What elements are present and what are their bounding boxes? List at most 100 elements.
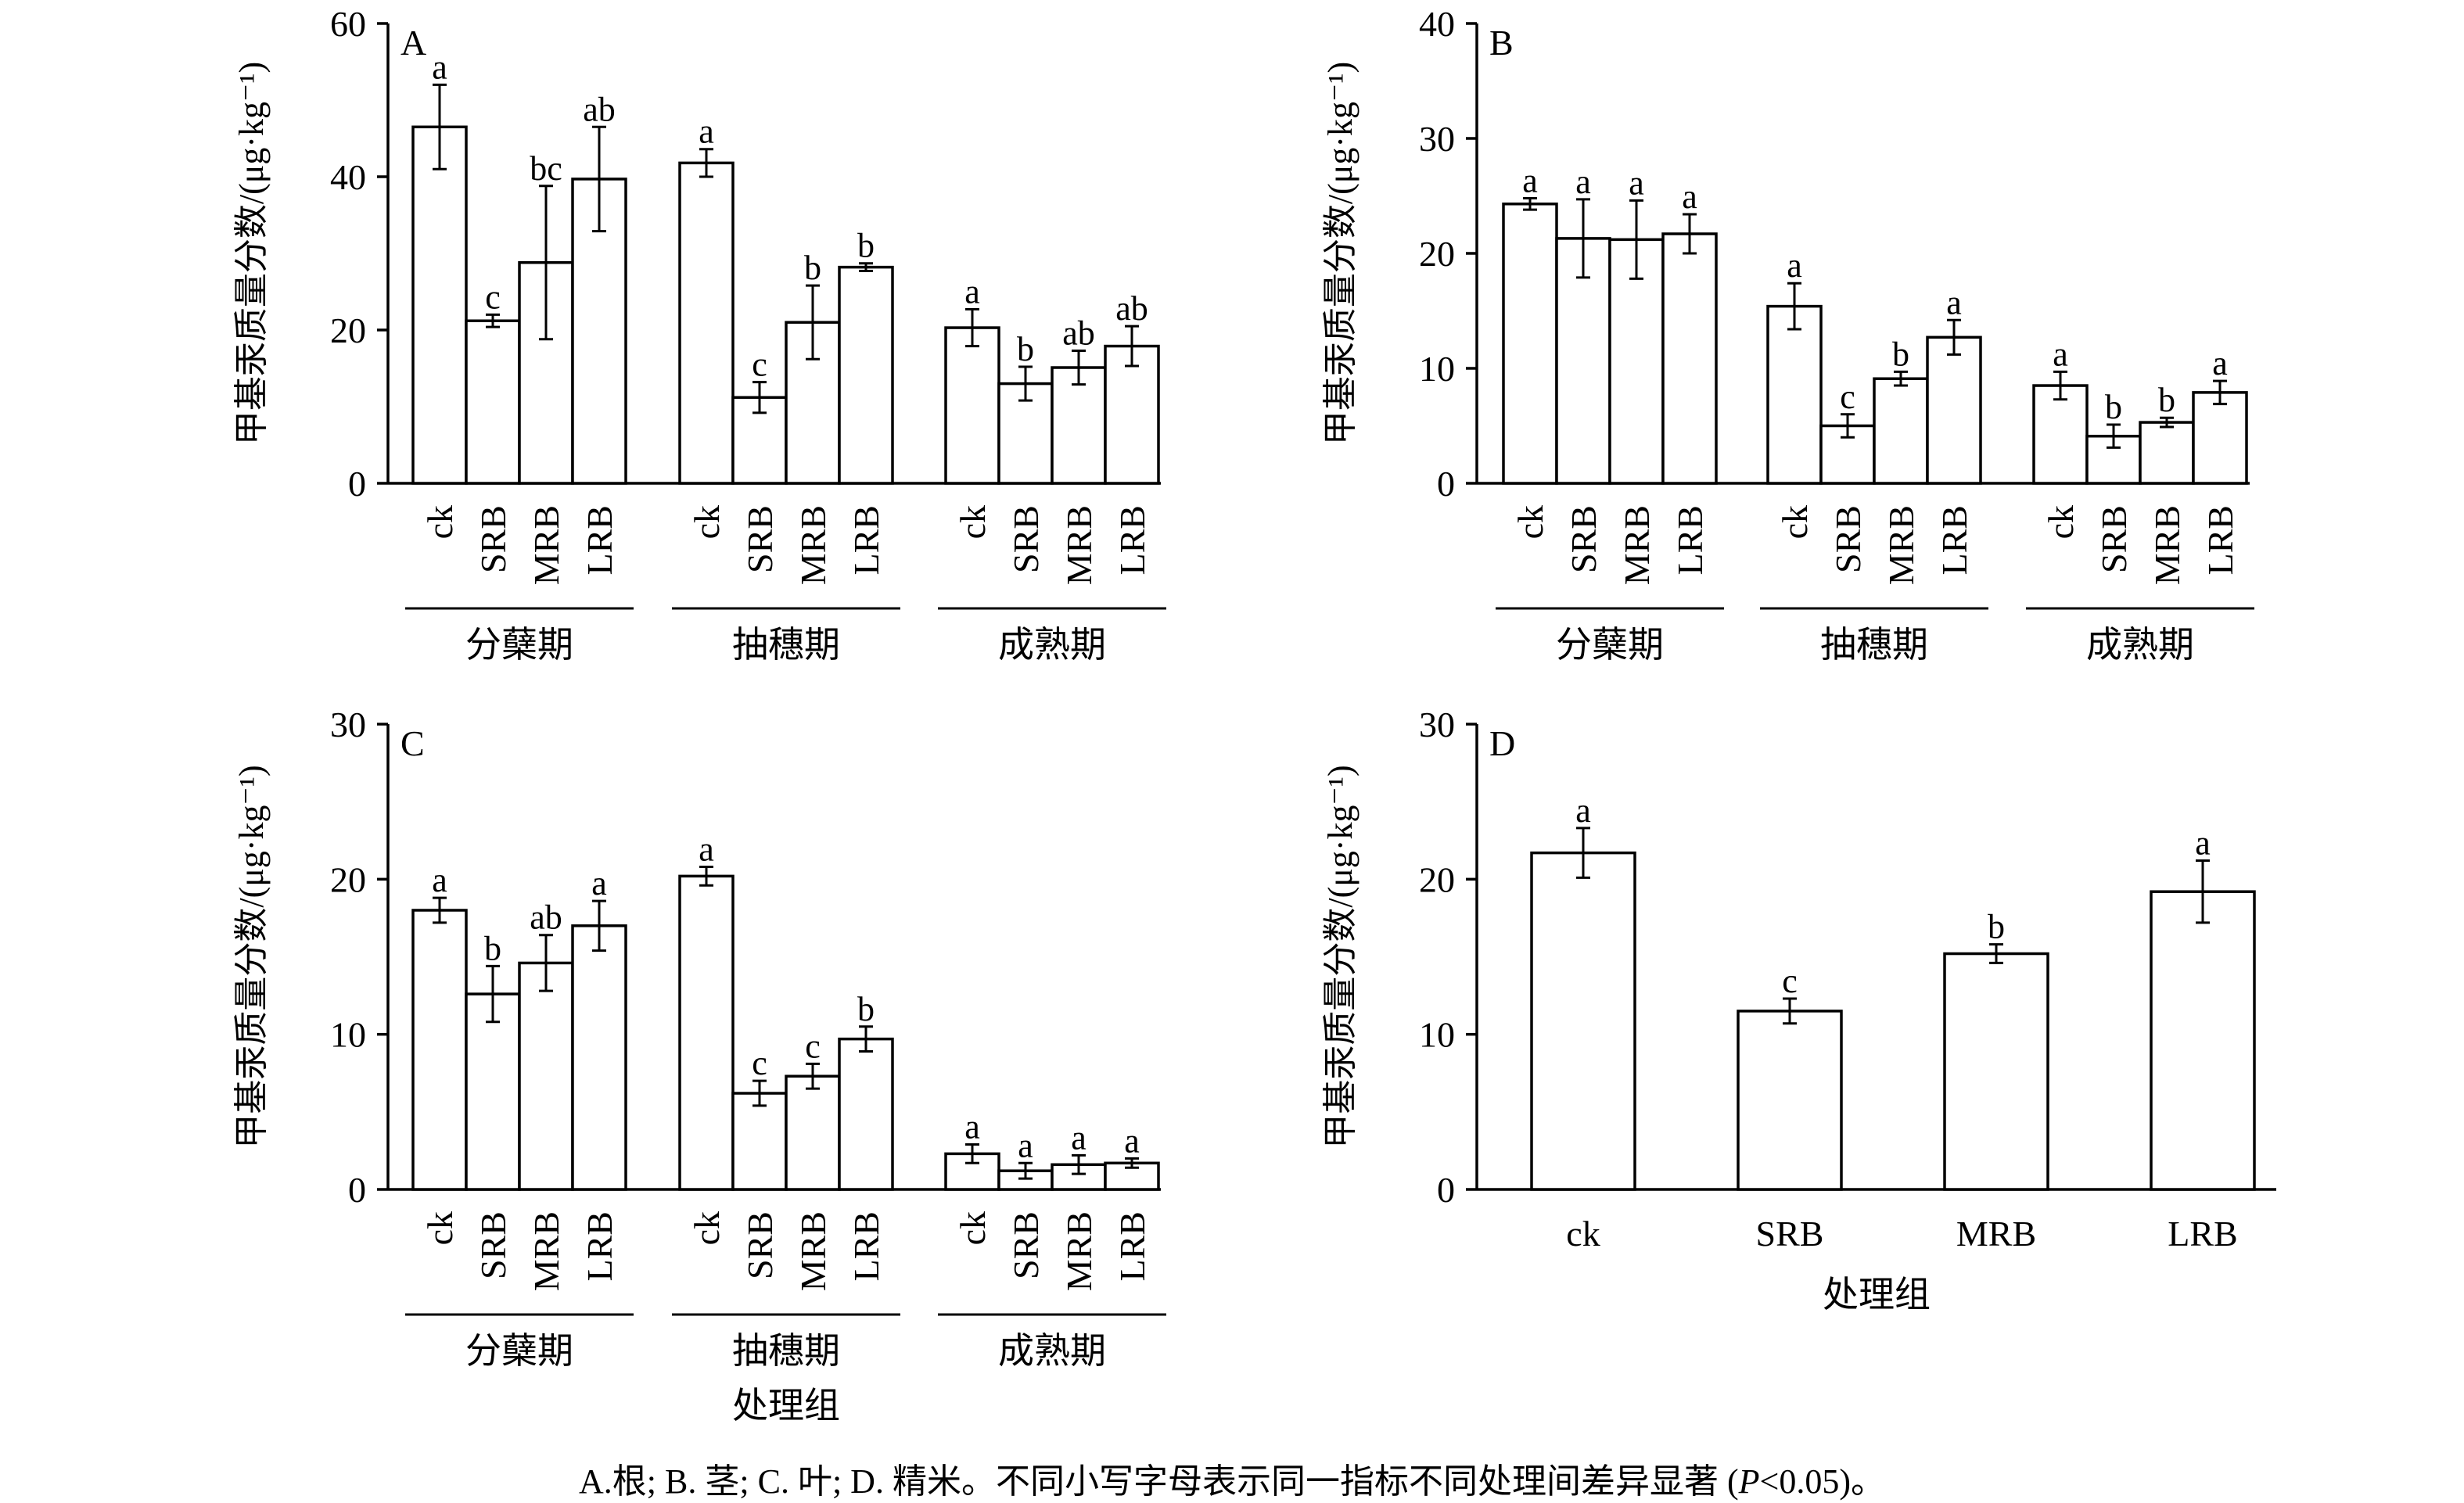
significance-letter: a	[1018, 1126, 1033, 1164]
x-tick-label-srb: SRB	[1006, 1211, 1046, 1279]
significance-letter: a	[1682, 178, 1697, 216]
significance-letter: c	[485, 278, 501, 316]
significance-letter: b	[857, 990, 875, 1028]
x-tick-label-srb: SRB	[1564, 505, 1604, 573]
significance-letter: a	[1946, 283, 1962, 321]
y-tick-label: 0	[1437, 464, 1455, 504]
x-tick-label-mrb: MRB	[1059, 1211, 1099, 1291]
significance-letter: b	[1892, 335, 1909, 373]
bar-srb	[731, 1092, 788, 1191]
y-tick-label: 10	[1419, 349, 1455, 389]
significance-letter: c	[1782, 962, 1798, 1000]
bar-mrb	[1943, 952, 2049, 1191]
significance-letter: b	[2105, 388, 2122, 426]
significance-letter: c	[805, 1027, 821, 1065]
bar-lrb	[1104, 344, 1160, 485]
x-tick-label-lrb: LRB	[846, 1211, 886, 1281]
x-tick-label-lrb: LRB	[2200, 505, 2240, 575]
significance-letter: b	[1988, 908, 2005, 946]
x-tick-label-mrb: MRB	[793, 1211, 833, 1291]
panel-label: D	[1489, 723, 1515, 763]
x-tick-label-lrb: LRB	[580, 1211, 620, 1281]
x-tick-label-ck: ck	[953, 1211, 993, 1245]
bar-lrb	[838, 1037, 894, 1191]
figure-caption: A.根; B. 茎; C. 叶; D. 精米。不同小写字母表示同一指标不同处理间…	[0, 1453, 2464, 1503]
x-tick-label-srb: SRB	[1828, 505, 1868, 573]
significance-letter: a	[1071, 1118, 1087, 1157]
y-tick-label: 0	[1437, 1170, 1455, 1210]
x-tick-label-lrb: LRB	[846, 505, 886, 575]
group-label: 成熟期	[998, 625, 1106, 665]
x-tick-label-ck: ck	[687, 505, 727, 539]
x-tick-label-lrb: LRB	[1112, 505, 1152, 575]
y-axis-title: 甲基汞质量分数/(μg·kg⁻¹)	[1321, 62, 1360, 445]
group-label: 抽穗期	[732, 625, 840, 665]
significance-letter: b	[857, 227, 875, 265]
x-tick-label-ck: ck	[1775, 505, 1815, 539]
x-tick-label-lrb: LRB	[2168, 1214, 2237, 1254]
significance-letter: a	[964, 273, 980, 311]
caption-p-symbol: P	[1738, 1462, 1760, 1501]
panel-label: B	[1489, 23, 1514, 63]
bar-ck	[944, 326, 1000, 485]
x-tick-label-mrb: MRB	[1956, 1214, 2036, 1254]
y-tick-label: 20	[330, 859, 366, 899]
significance-letter: b	[804, 249, 821, 287]
caption-text-1: A.根; B. 茎; C. 叶; D. 精米。不同小写字母表示同一指标不同处理间…	[579, 1462, 1739, 1501]
bar-lrb	[1661, 232, 1718, 485]
group-label: 抽穗期	[1820, 625, 1928, 665]
x-tick-label-srb: SRB	[2094, 505, 2134, 573]
significance-letter: ab	[583, 90, 616, 128]
significance-letter: b	[484, 929, 501, 967]
x-tick-label-srb: SRB	[740, 505, 780, 573]
group-label: 成熟期	[2086, 625, 2194, 665]
panel-label: A	[400, 23, 426, 63]
x-tick-label-lrb: LRB	[1112, 1211, 1152, 1281]
x-tick-label-srb: SRB	[1756, 1214, 1824, 1254]
significance-letter: a	[2195, 824, 2211, 863]
group-label: 成熟期	[998, 1331, 1106, 1371]
bar-ck	[411, 125, 468, 485]
significance-letter: a	[2212, 344, 2228, 382]
x-axis-title: 处理组	[732, 1386, 840, 1426]
x-tick-label-ck: ck	[420, 1211, 460, 1245]
bar-ck	[411, 909, 468, 1191]
y-axis-title: 甲基汞质量分数/(μg·kg⁻¹)	[1321, 765, 1360, 1148]
significance-letter: a	[1787, 246, 1802, 285]
significance-letter: a	[699, 830, 714, 868]
x-tick-label-ck: ck	[1566, 1214, 1600, 1254]
significance-letter: c	[752, 346, 767, 384]
caption-text-2: <0.05)。	[1759, 1462, 1885, 1501]
y-axis-title: 甲基汞质量分数/(μg·kg⁻¹)	[232, 765, 271, 1148]
bar-lrb	[2192, 391, 2248, 485]
significance-letter: a	[1629, 163, 1644, 202]
group-label: 抽穗期	[732, 1331, 840, 1371]
bar-lrb	[571, 924, 627, 1191]
significance-letter: a	[1522, 161, 1538, 199]
significance-letter: a	[1575, 163, 1591, 201]
x-tick-label-mrb: MRB	[1617, 505, 1657, 585]
panel-d: 0 10 20 30 D 甲基汞质量分数/(μg·kg⁻¹) a ck c SRB b MRB a LRB…	[1321, 705, 2276, 1315]
x-tick-label-srb: SRB	[1006, 505, 1046, 573]
significance-letter: a	[1575, 791, 1591, 830]
x-tick-label-ck: ck	[687, 1211, 727, 1245]
bar-lrb	[2150, 890, 2256, 1191]
significance-letter: b	[2158, 381, 2175, 419]
y-axis-title: 甲基汞质量分数/(μg·kg⁻¹)	[232, 62, 271, 445]
x-tick-label-srb: SRB	[473, 1211, 513, 1279]
x-tick-label-mrb: MRB	[526, 505, 566, 585]
y-tick-label: 30	[1419, 119, 1455, 159]
y-tick-label: 60	[330, 4, 366, 44]
x-tick-label-mrb: MRB	[2147, 505, 2187, 585]
y-tick-label: 40	[330, 157, 366, 197]
y-tick-label: 20	[330, 310, 366, 350]
x-tick-label-srb: SRB	[740, 1211, 780, 1279]
bar-lrb	[838, 265, 894, 485]
significance-letter: ab	[530, 899, 562, 937]
group-label: 分蘖期	[1556, 625, 1664, 665]
x-tick-label-mrb: MRB	[1881, 505, 1921, 585]
significance-letter: a	[964, 1107, 980, 1146]
bar-mrb	[1873, 377, 1929, 485]
